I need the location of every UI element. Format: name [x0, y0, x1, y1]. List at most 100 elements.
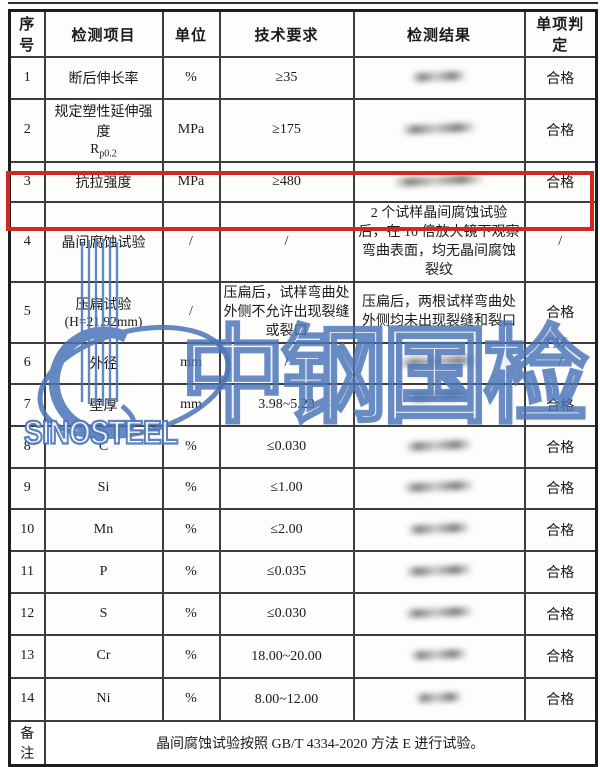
- scanned-report-page: 序号 检测项目 单位 技术要求 检测结果 单项判定 1 断后伸长率% ≥35 合格 2 规定塑性延伸…: [6, 2, 598, 767]
- judgment-cell: 合格: [523, 98, 598, 163]
- judgment-cell: /: [523, 200, 598, 283]
- judgment-cell: 合格: [523, 466, 598, 510]
- test-item-cell: Si: [43, 466, 164, 510]
- test-item-cell: 抗拉强度: [43, 160, 164, 203]
- requirement-cell: ≥35: [218, 56, 355, 100]
- test-item-label: Cr: [96, 648, 111, 664]
- test-item-cell: P: [43, 549, 164, 594]
- result-cell: [352, 98, 526, 163]
- test-item-cell: S: [43, 591, 164, 636]
- test-item-cell: Cr: [43, 633, 164, 679]
- redacted-result-smudge: [406, 522, 472, 535]
- requirement-cell: ≤0.035: [218, 549, 355, 594]
- column-header: 单项判定: [523, 9, 598, 58]
- row-number-cell: 7: [8, 382, 46, 427]
- unit-cell: %: [161, 56, 221, 100]
- result-cell: [352, 676, 526, 722]
- unit-cell: %: [161, 424, 221, 469]
- row-number-cell: 6: [8, 341, 46, 385]
- test-item-cell: 壁厚: [43, 382, 164, 427]
- column-header: 序号: [8, 9, 46, 58]
- unit-cell: %: [161, 507, 221, 552]
- test-item-label: S: [99, 605, 108, 621]
- result-cell: [352, 341, 526, 385]
- row-number-cell: 9: [8, 466, 46, 510]
- test-item-label: 晶间腐蚀试验: [61, 235, 146, 251]
- result-cell: 2 个试样晶间腐蚀试验后，在 10 倍放大镜下观察弯曲表面，均无晶间腐蚀裂纹: [352, 200, 526, 283]
- table-row: 11 P% ≤0.035 合格: [8, 549, 598, 594]
- requirement-cell: ≥175: [218, 98, 355, 163]
- unit-cell: %: [161, 591, 221, 636]
- unit-cell: /: [161, 280, 221, 344]
- result-cell: [352, 549, 526, 594]
- result-cell: [352, 466, 526, 510]
- redacted-result-smudge: [400, 122, 478, 135]
- test-item-label: Mn: [93, 521, 114, 537]
- table-body: 1 断后伸长率% ≥35 合格 2 规定塑性延伸强度 Rp0.2 MPa ≥175 合格 3 抗拉强度…: [8, 56, 598, 767]
- requirement-cell: ≤0.030: [218, 591, 355, 636]
- test-item-symbol: Rp0.2: [90, 141, 117, 160]
- redacted-result-smudge: [407, 388, 470, 402]
- requirement-cell: ≥480: [218, 160, 355, 203]
- row-number-cell: 13: [8, 633, 46, 679]
- row-number-cell: 8: [8, 424, 46, 469]
- judgment-cell: /: [523, 341, 598, 385]
- unit-cell: %: [161, 633, 221, 679]
- table-header-row: 序号 检测项目 单位 技术要求 检测结果 单项判定: [8, 9, 598, 58]
- test-item-cell: 断后伸长率: [43, 56, 164, 100]
- result-cell: [352, 633, 526, 679]
- judgment-cell: 合格: [523, 633, 598, 679]
- table-row: 9 Si% ≤1.00 合格: [8, 466, 598, 510]
- redacted-result-smudge: [404, 564, 474, 577]
- test-item-label: C: [98, 438, 109, 454]
- row-number-cell: 2: [8, 98, 46, 163]
- redacted-result-smudge: [392, 173, 486, 187]
- unit-cell: mm: [161, 341, 221, 385]
- table-row-highlighted: 4 晶间腐蚀试验 //2 个试样晶间腐蚀试验后，在 10 倍放大镜下观察弯曲表面，均…: [8, 200, 598, 283]
- test-item-cell: 规定塑性延伸强度 Rp0.2: [43, 98, 164, 163]
- table-row: 8 C% ≤0.030 合格: [8, 424, 598, 469]
- requirement-cell: ≤2.00: [218, 507, 355, 552]
- redacted-result-smudge: [397, 355, 481, 368]
- table-row: 3 抗拉强度 MPa ≥480 合格: [8, 160, 598, 203]
- column-header: 检测结果: [352, 9, 526, 58]
- redacted-result-smudge: [404, 439, 474, 452]
- unit-cell: /: [161, 200, 221, 283]
- row-number-cell: 14: [8, 676, 46, 722]
- row-number-cell: 5: [8, 280, 46, 344]
- judgment-cell: 合格: [523, 549, 598, 594]
- test-item-cell: 晶间腐蚀试验: [43, 200, 164, 283]
- redacted-result-smudge: [414, 692, 464, 704]
- result-cell: [352, 382, 526, 427]
- unit-cell: mm: [161, 382, 221, 427]
- test-item-label: Si: [97, 480, 110, 496]
- redacted-result-smudge: [410, 70, 468, 83]
- requirement-cell: /: [218, 341, 355, 385]
- judgment-cell: 合格: [523, 382, 598, 427]
- test-item-label: 规定塑性延伸强度: [54, 105, 153, 140]
- test-item-cell: Mn: [43, 507, 164, 552]
- judgment-cell: 合格: [523, 676, 598, 722]
- requirement-cell: /: [218, 200, 355, 283]
- unit-cell: %: [161, 466, 221, 510]
- table-row: 5 压扁试验 (H=21.92mm) / 压扁后，试样弯曲处外侧不允许出现裂缝或裂口 压扁…: [8, 280, 598, 344]
- row-number-cell: 3: [8, 160, 46, 203]
- test-item-label: 压扁试验: [75, 298, 132, 314]
- remark-text-cell: 晶间腐蚀试验按照 GB/T 4334-2020 方法 E 进行试验。: [43, 719, 598, 767]
- requirement-cell: 压扁后，试样弯曲处外侧不允许出现裂缝或裂口: [218, 280, 355, 344]
- unit-cell: %: [161, 676, 221, 722]
- result-cell: [352, 160, 526, 203]
- requirement-cell: ≤1.00: [218, 466, 355, 510]
- result-cell: [352, 507, 526, 552]
- row-number-cell: 10: [8, 507, 46, 552]
- unit-cell: %: [161, 549, 221, 594]
- test-item-label: 外径: [89, 357, 118, 373]
- table-row: 6 外径 mm / /: [8, 341, 598, 385]
- result-cell: [352, 424, 526, 469]
- table-row: 10 Mn% ≤2.00 合格: [8, 507, 598, 552]
- column-header: 检测项目: [43, 9, 164, 58]
- test-item-parameter: (H=21.92mm): [64, 314, 143, 330]
- test-item-label: 壁厚: [89, 398, 118, 414]
- table-row: 13 Cr% 18.00~20.00 合格: [8, 633, 598, 679]
- row-number-cell: 12: [8, 591, 46, 636]
